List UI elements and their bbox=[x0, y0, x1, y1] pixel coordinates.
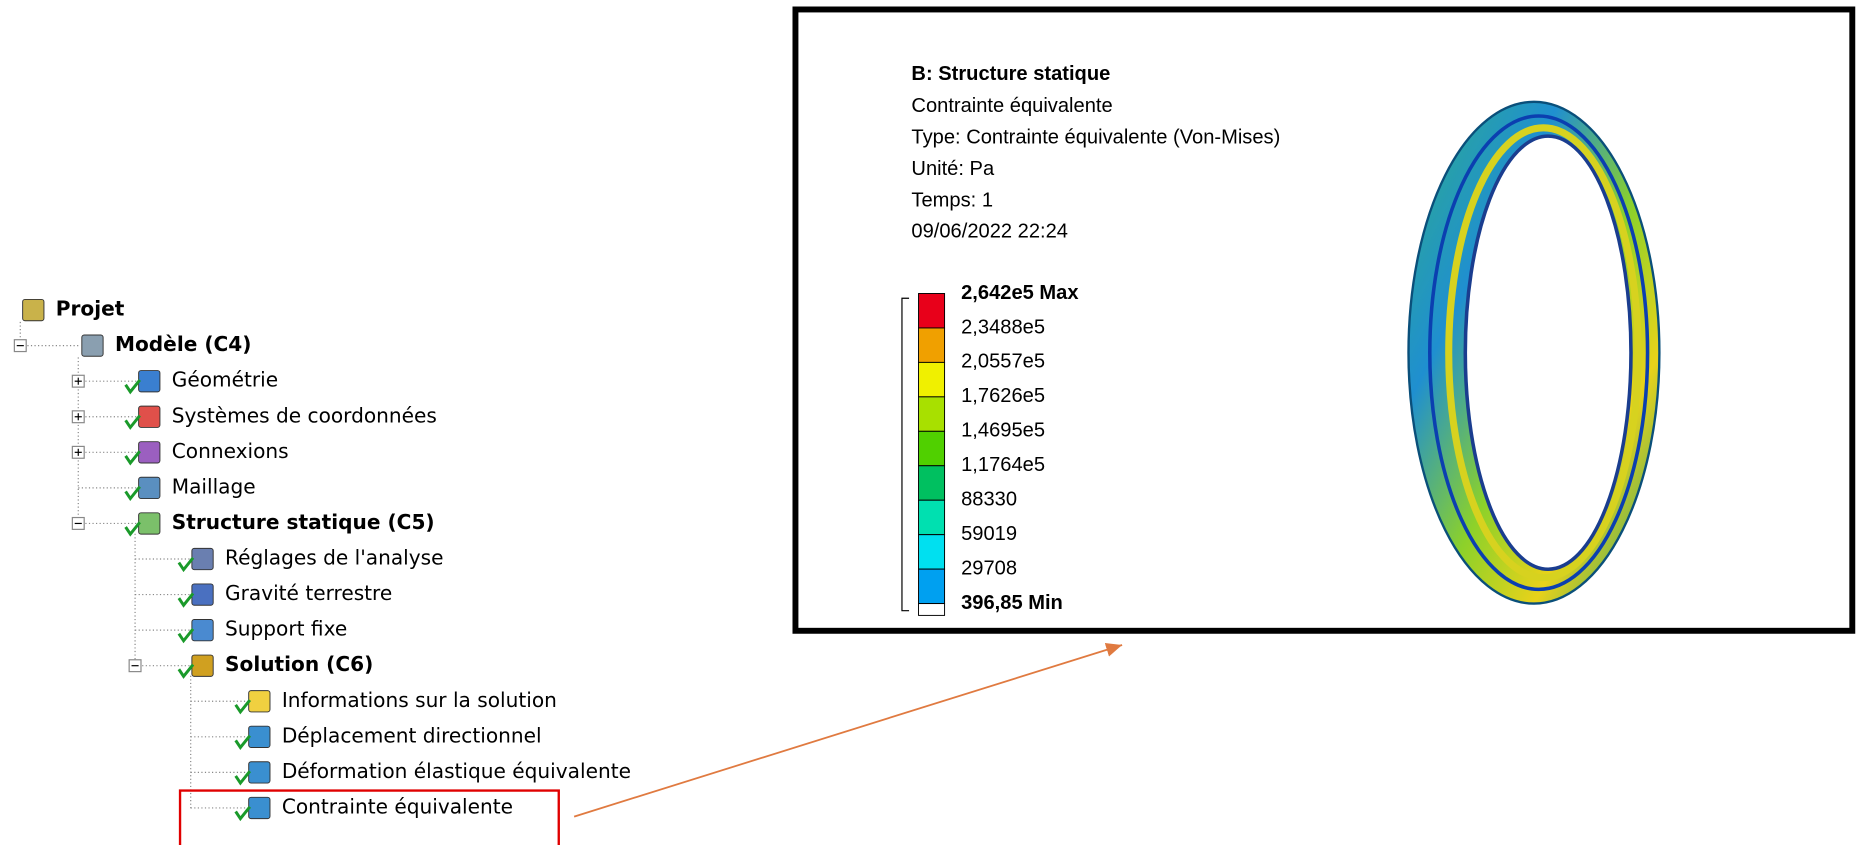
info-line: Contrainte équivalente bbox=[911, 95, 1112, 117]
tree-label: Gravité terrestre bbox=[225, 581, 392, 605]
panel-title: B: Structure statique bbox=[911, 63, 1110, 85]
screenshot: Projet Modèle (C4) Géométrie Systèmes de co… bbox=[0, 0, 1856, 845]
legend-label: 1,1764e5 bbox=[961, 454, 1045, 476]
tree-icon bbox=[192, 584, 213, 605]
tree-label: Géométrie bbox=[172, 368, 278, 392]
tree-icon bbox=[249, 797, 270, 818]
tree-label: Informations sur la solution bbox=[282, 688, 557, 712]
tree-icon bbox=[139, 371, 160, 392]
legend-band bbox=[919, 466, 945, 500]
tree-icon bbox=[249, 726, 270, 747]
legend-label: 1,4695e5 bbox=[961, 420, 1045, 442]
tree-icon bbox=[23, 299, 44, 320]
legend-band bbox=[919, 535, 945, 569]
tree-icon bbox=[192, 619, 213, 640]
legend-band bbox=[919, 294, 945, 328]
result-panel: B: Structure statique Contrainte équival… bbox=[795, 9, 1852, 630]
tree-label: Contrainte équivalente bbox=[282, 794, 513, 818]
legend-band bbox=[919, 500, 945, 534]
tree-icon bbox=[192, 655, 213, 676]
info-line: Type: Contrainte équivalente (Von-Mises) bbox=[911, 126, 1280, 148]
tree-icon bbox=[139, 477, 160, 498]
legend-band bbox=[919, 431, 945, 465]
legend-label: 1,7626e5 bbox=[961, 385, 1045, 407]
info-line: Unité: Pa bbox=[911, 158, 995, 180]
info-line: Temps: 1 bbox=[911, 189, 993, 211]
tree-icon bbox=[139, 442, 160, 463]
tree-label: Structure statique (C5) bbox=[172, 510, 435, 534]
legend-label: 59019 bbox=[961, 523, 1017, 545]
legend-band bbox=[919, 569, 945, 603]
tree-label: Déplacement directionnel bbox=[282, 723, 542, 747]
arrow bbox=[574, 645, 1122, 817]
tree-icon bbox=[249, 691, 270, 712]
tree-icon bbox=[82, 335, 103, 356]
ring bbox=[1408, 102, 1659, 604]
tree-label: Maillage bbox=[172, 474, 256, 498]
tree-label: Solution (C6) bbox=[225, 652, 373, 676]
legend-label: 2,3488e5 bbox=[961, 316, 1045, 338]
legend-label: 396,85 Min bbox=[961, 592, 1063, 614]
tree-icon bbox=[249, 762, 270, 783]
legend-band bbox=[919, 397, 945, 431]
tree-label: Projet bbox=[56, 297, 125, 321]
legend-label: 29708 bbox=[961, 557, 1017, 579]
tree-label: Modèle (C4) bbox=[115, 332, 252, 356]
tree-label: Réglages de l'analyse bbox=[225, 546, 443, 570]
tree-icon bbox=[192, 548, 213, 569]
legend-label: 2,642e5 Max bbox=[961, 282, 1079, 304]
tree-label: Connexions bbox=[172, 439, 289, 463]
legend-label: 88330 bbox=[961, 489, 1017, 511]
info-line: 09/06/2022 22:24 bbox=[911, 221, 1068, 243]
tree-label: Déformation élastique équivalente bbox=[282, 759, 631, 783]
tree-label: Systèmes de coordonnées bbox=[172, 403, 437, 427]
legend-label: 2,0557e5 bbox=[961, 351, 1045, 373]
tree-label: Support fixe bbox=[225, 617, 347, 641]
legend-band bbox=[919, 604, 945, 616]
tree-icon bbox=[139, 513, 160, 534]
project-tree: Projet Modèle (C4) Géométrie Systèmes de co… bbox=[14, 297, 631, 819]
legend-band bbox=[919, 362, 945, 396]
legend-band bbox=[919, 328, 945, 362]
tree-icon bbox=[139, 406, 160, 427]
